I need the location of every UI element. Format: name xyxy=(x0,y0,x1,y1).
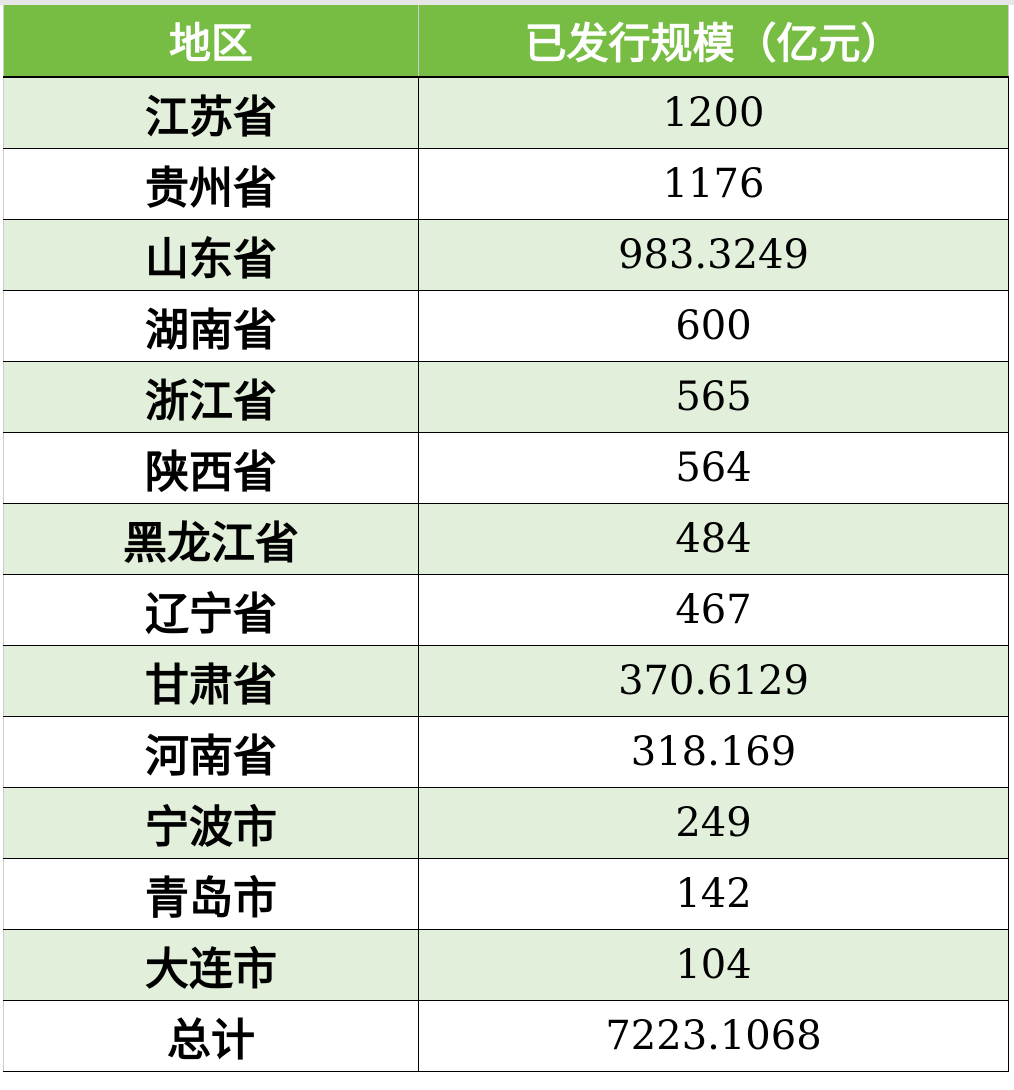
amount-cell: 600 xyxy=(418,290,1009,362)
table-row: 山东省 983.3249 xyxy=(3,219,1009,291)
amount-cell: 7223.1068 xyxy=(418,1000,1009,1072)
table-row: 青岛市 142 xyxy=(3,858,1009,930)
amount-cell: 249 xyxy=(418,787,1009,859)
region-cell: 河南省 xyxy=(3,716,419,788)
amount-cell: 142 xyxy=(418,858,1009,930)
amount-cell: 564 xyxy=(418,432,1009,504)
amount-cell: 565 xyxy=(418,361,1009,433)
table-row: 贵州省 1176 xyxy=(3,148,1009,220)
region-cell: 辽宁省 xyxy=(3,574,419,646)
header-row: 地区 已发行规模（亿元） xyxy=(3,5,1009,78)
table-row: 宁波市 249 xyxy=(3,787,1009,859)
table-row: 总计 7223.1068 xyxy=(3,1000,1009,1072)
amount-cell: 484 xyxy=(418,503,1009,575)
table-row: 陕西省 564 xyxy=(3,432,1009,504)
amount-cell: 318.169 xyxy=(418,716,1009,788)
table-row: 湖南省 600 xyxy=(3,290,1009,362)
amount-cell: 1176 xyxy=(418,148,1009,220)
table-row: 江苏省 1200 xyxy=(3,76,1009,149)
table-row: 辽宁省 467 xyxy=(3,574,1009,646)
region-cell: 宁波市 xyxy=(3,787,419,859)
region-cell: 总计 xyxy=(3,1000,419,1072)
amount-cell: 467 xyxy=(418,574,1009,646)
amount-cell: 983.3249 xyxy=(418,219,1009,291)
region-cell: 青岛市 xyxy=(3,858,419,930)
table-row: 浙江省 565 xyxy=(3,361,1009,433)
table-container: 地区 已发行规模（亿元） 江苏省 1200 贵州省 1176 山东省 983.3249 湖南… xyxy=(3,5,1009,1072)
amount-cell: 370.6129 xyxy=(418,645,1009,717)
amount-cell: 104 xyxy=(418,929,1009,1001)
region-cell: 陕西省 xyxy=(3,432,419,504)
top-border xyxy=(0,0,1014,5)
region-cell: 山东省 xyxy=(3,219,419,291)
issuance-table: 地区 已发行规模（亿元） 江苏省 1200 贵州省 1176 山东省 983.3249 湖南… xyxy=(3,5,1009,1072)
region-cell: 贵州省 xyxy=(3,148,419,220)
header-amount: 已发行规模（亿元） xyxy=(418,5,1009,78)
region-cell: 甘肃省 xyxy=(3,645,419,717)
table-row: 甘肃省 370.6129 xyxy=(3,645,1009,717)
table-row: 大连市 104 xyxy=(3,929,1009,1001)
header-region: 地区 xyxy=(3,5,419,78)
region-cell: 浙江省 xyxy=(3,361,419,433)
table-row: 河南省 318.169 xyxy=(3,716,1009,788)
region-cell: 湖南省 xyxy=(3,290,419,362)
table-row: 黑龙江省 484 xyxy=(3,503,1009,575)
region-cell: 江苏省 xyxy=(3,76,419,149)
region-cell: 黑龙江省 xyxy=(3,503,419,575)
amount-cell: 1200 xyxy=(418,76,1009,149)
region-cell: 大连市 xyxy=(3,929,419,1001)
